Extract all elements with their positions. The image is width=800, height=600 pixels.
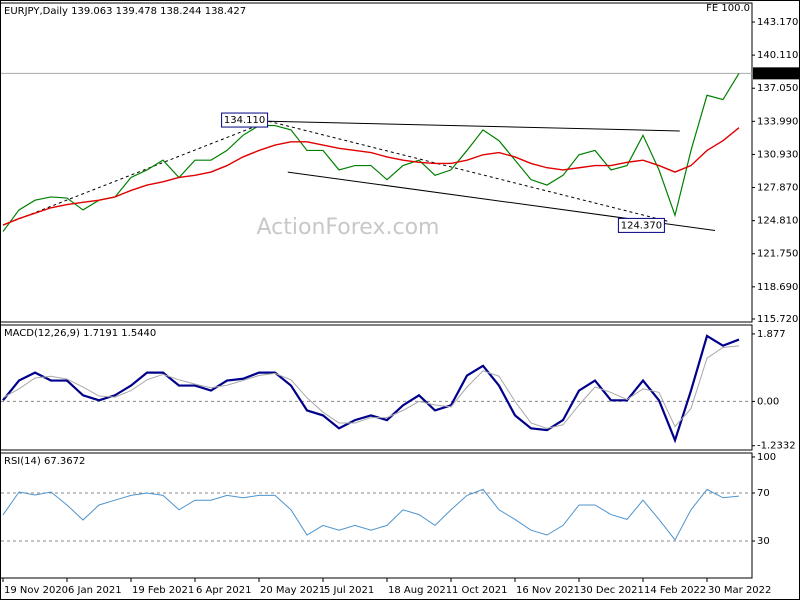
annotation-label: 134.110: [224, 115, 265, 126]
series-line: [2, 73, 740, 232]
y-tick-label: 118.690: [757, 282, 798, 293]
series-line: [2, 127, 740, 226]
y-tick-label: 30: [757, 536, 770, 547]
annotation-box: [617, 217, 665, 233]
series-line: [2, 488, 740, 541]
x-tick-label: 30 Dec 2021: [580, 585, 644, 596]
y-tick-label: 130.930: [757, 149, 798, 160]
watermark: ActionForex.com: [257, 215, 440, 240]
y-tick-label: 124.810: [757, 216, 798, 227]
current-price-label: 138.427: [757, 68, 798, 79]
x-tick-label: 14 Feb 2022: [644, 585, 706, 596]
x-tick-label: 6 Apr 2021: [196, 585, 251, 596]
x-tick-label: 19 Nov 2020: [4, 585, 68, 596]
trendline: [268, 120, 680, 132]
panel-title: MACD(12,26,9) 1.7191 1.5440: [4, 328, 156, 339]
panel-title: EURJPY,Daily 139.063 139.478 138.244 138…: [4, 6, 246, 17]
x-tick-label: 30 Mar 2022: [708, 585, 771, 596]
x-tick-label: 20 May 2021: [260, 585, 325, 596]
panel: [0, 324, 753, 451]
panel: [0, 452, 753, 579]
x-tick-label: 1 Oct 2021: [452, 585, 507, 596]
y-tick-label: 121.750: [757, 249, 798, 260]
y-tick-label: 0.00: [757, 396, 779, 407]
panel: [0, 2, 753, 323]
y-tick-label: 140.110: [757, 50, 798, 61]
x-tick-label: 19 Feb 2021: [132, 585, 194, 596]
x-tick-label: 6 Jan 2021: [68, 585, 122, 596]
y-tick-label: 70: [757, 488, 770, 499]
annotation-box: [221, 112, 269, 128]
y-tick-label: 133.990: [757, 116, 798, 127]
y-tick-label: 137.050: [757, 83, 798, 94]
y-tick-label: -1.2332: [757, 441, 796, 452]
series-line: [2, 345, 740, 429]
y-tick-label: 100: [757, 452, 776, 463]
current-price-box: [753, 67, 799, 80]
y-tick-label: 127.870: [757, 183, 798, 194]
y-tick-label: 1.877: [757, 329, 786, 340]
series-line: [2, 334, 740, 444]
x-tick-label: 16 Nov 2021: [516, 585, 580, 596]
annotation-label: 124.370: [621, 220, 662, 231]
y-tick-label: 143.170: [757, 17, 798, 28]
x-tick-label: 18 Aug 2021: [388, 585, 452, 596]
x-tick-label: 5 Jul 2021: [324, 585, 374, 596]
panel-title: RSI(14) 67.3672: [4, 456, 85, 467]
y-tick-label: 115.720: [757, 314, 798, 325]
fe-label: FE 100.0: [706, 3, 750, 14]
